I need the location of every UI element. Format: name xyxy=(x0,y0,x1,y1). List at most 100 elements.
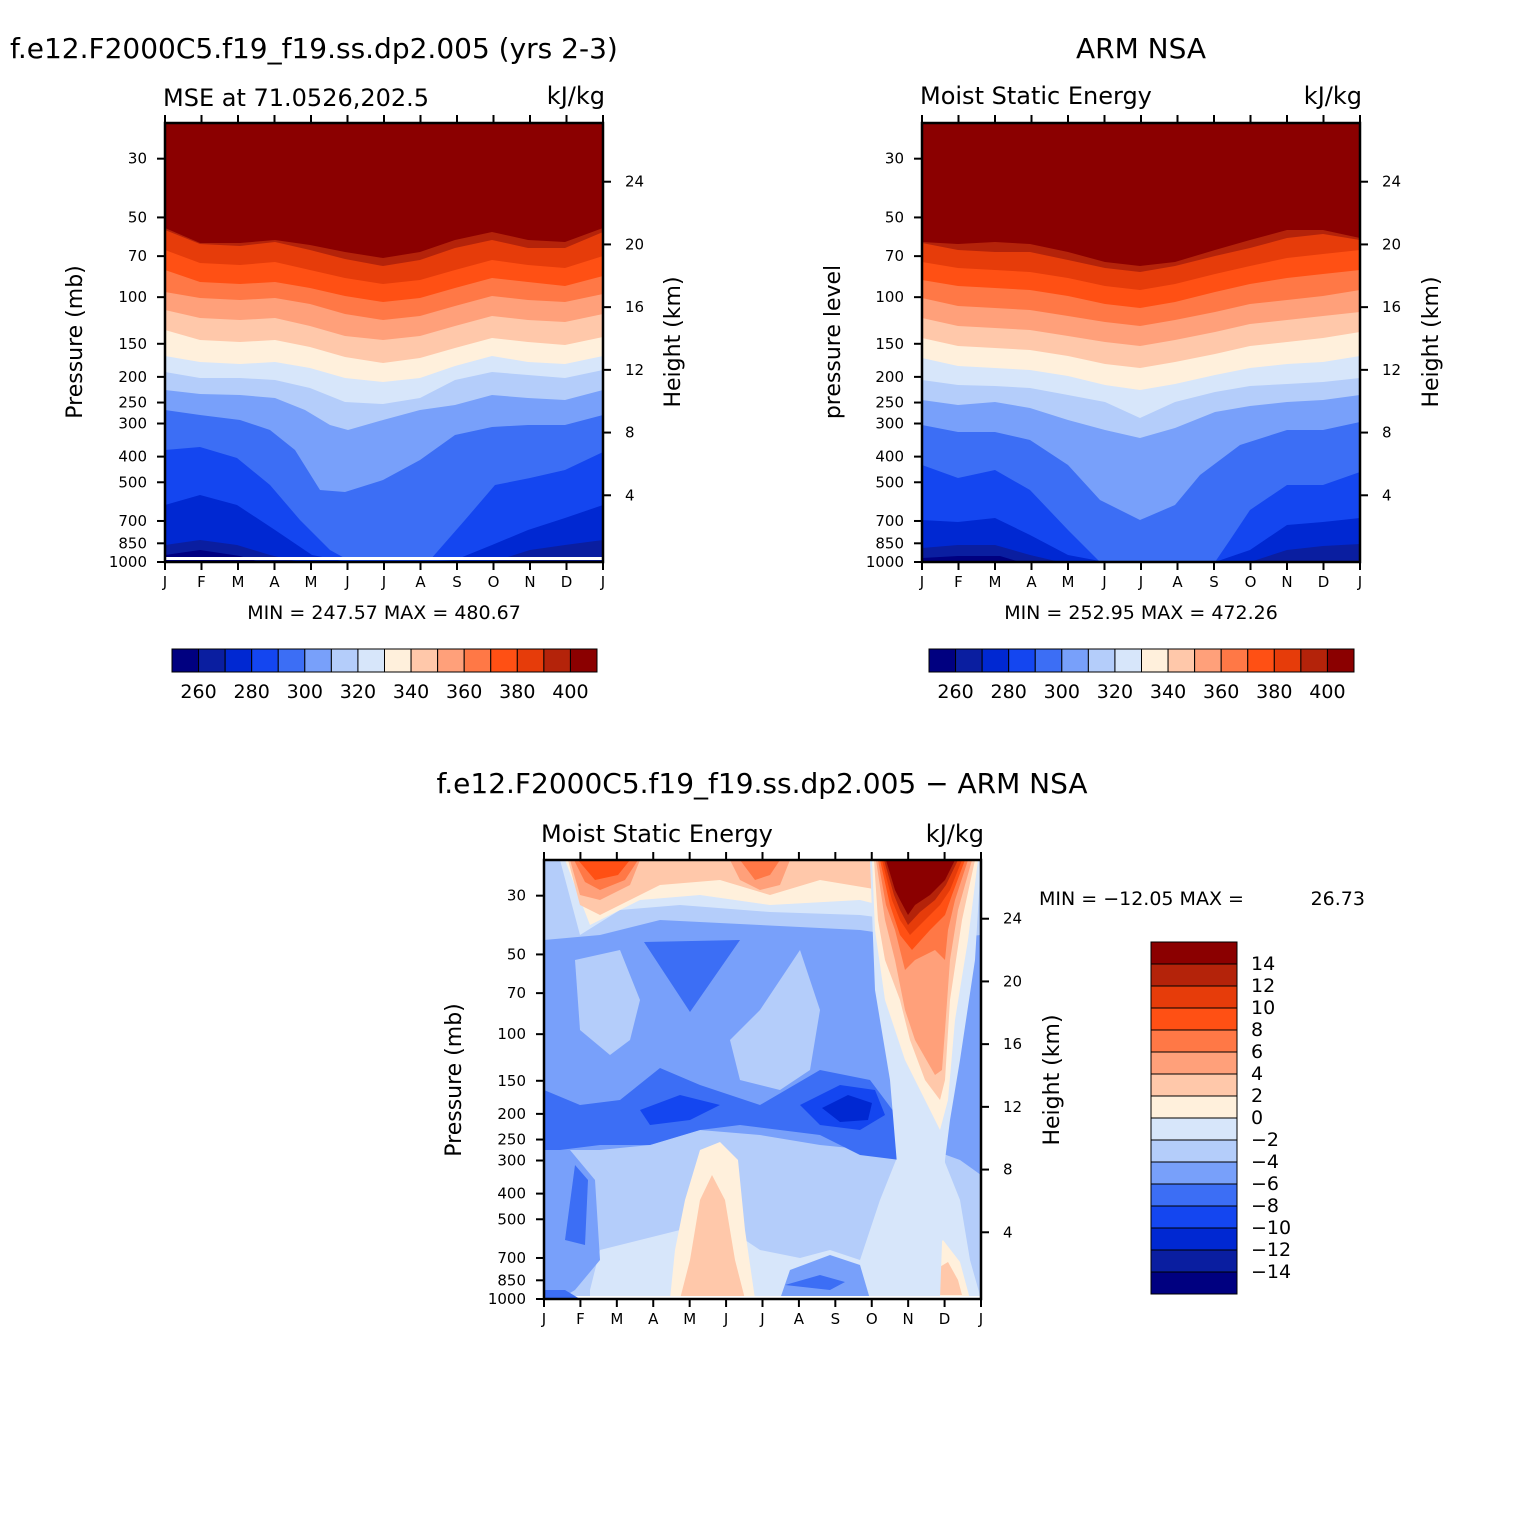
colorbar-label: 340 xyxy=(1150,681,1186,703)
y-tick-label: 500 xyxy=(497,1210,526,1228)
contour-band xyxy=(578,860,630,880)
x-tick-label: A xyxy=(1172,573,1183,591)
contour-band xyxy=(922,123,1360,266)
colorbar-box xyxy=(1150,1073,1238,1097)
panel-obs-title: ARM NSA xyxy=(1076,32,1206,65)
x-tick-label: J xyxy=(723,1310,728,1328)
panel-obs-subtitle: Moist Static Energy xyxy=(920,82,1152,110)
colorbar-box xyxy=(277,648,306,673)
x-tick-label: J xyxy=(1101,573,1106,591)
y-tick-label: 70 xyxy=(885,247,904,265)
colorbar-label: 280 xyxy=(991,681,1027,703)
contour-band xyxy=(165,123,603,258)
colorbar-label: 12 xyxy=(1251,975,1275,997)
colorbar-label: 380 xyxy=(1256,681,1292,703)
colorbar-box xyxy=(1247,648,1275,673)
y-tick-label: 400 xyxy=(497,1185,526,1203)
y-tick-label: 250 xyxy=(875,394,904,412)
y2-tick-label: 24 xyxy=(625,173,644,191)
panel-model-title: f.e12.F2000C5.f19_f19.ss.dp2.005 (yrs 2-… xyxy=(10,32,618,65)
x-tick-label: O xyxy=(1245,573,1257,591)
colorbar-label: 320 xyxy=(1097,681,1133,703)
panel-obs-colorbar: 260 280 300 320 340 360 380 400 xyxy=(928,648,1355,703)
colorbar-box xyxy=(410,648,439,673)
colorbar-box xyxy=(1150,1051,1238,1075)
colorbar-box xyxy=(955,648,983,673)
x-tick-label: J xyxy=(381,573,386,591)
contour-band xyxy=(886,860,955,915)
colorbar-box xyxy=(516,648,545,673)
x-tick-label: A xyxy=(1026,573,1037,591)
panel-diff-units: kJ/kg xyxy=(926,820,984,848)
colorbar-label: 260 xyxy=(937,681,973,703)
x-tick-label: J xyxy=(919,573,924,591)
x-tick-label: S xyxy=(1209,573,1219,591)
colorbar-label: −6 xyxy=(1251,1173,1279,1195)
x-tick-label: M xyxy=(610,1310,623,1328)
colorbar-label: 300 xyxy=(287,681,323,703)
y-tick-label: 700 xyxy=(118,512,147,530)
contour-band xyxy=(544,1290,580,1299)
y-tick-label: 50 xyxy=(885,208,904,226)
x-tick-label: J xyxy=(541,1310,546,1328)
x-tick-label: M xyxy=(1062,573,1075,591)
colorbar-box xyxy=(1167,648,1196,673)
colorbar-box xyxy=(224,648,253,673)
y-tick-label: 850 xyxy=(118,534,147,552)
colorbar-label: 320 xyxy=(340,681,376,703)
panel-obs-contours xyxy=(922,123,1360,562)
colorbar-box xyxy=(1150,1117,1238,1141)
panel-model-subtitle: MSE at 71.0526,202.5 xyxy=(163,84,429,112)
colorbar-label: −4 xyxy=(1251,1151,1279,1173)
contour-band xyxy=(822,1095,872,1122)
colorbar-box xyxy=(1061,648,1089,673)
x-tick-label: A xyxy=(648,1310,659,1328)
colorbar-box xyxy=(1150,1227,1238,1251)
colorbar-label: 10 xyxy=(1251,997,1275,1019)
panel-diff: f.e12.F2000C5.f19_f19.ss.dp2.005 − ARM N… xyxy=(436,767,1365,1328)
y-tick-label: 100 xyxy=(118,288,147,306)
colorbar-label: −8 xyxy=(1251,1195,1279,1217)
contour-band xyxy=(544,1068,900,1160)
contour-band xyxy=(1250,544,1360,562)
colorbar-box xyxy=(1141,648,1169,673)
colorbar-label: −12 xyxy=(1251,1239,1291,1261)
colorbar-box xyxy=(1150,1007,1238,1031)
colorbar-box xyxy=(1034,648,1063,673)
colorbar-label: 360 xyxy=(446,681,482,703)
x-tick-label: F xyxy=(576,1310,585,1328)
contour-band xyxy=(565,1165,588,1245)
contour-band xyxy=(492,540,603,562)
colorbar-label: 4 xyxy=(1251,1063,1263,1085)
y-tick-label: 200 xyxy=(118,368,147,386)
colorbar-box xyxy=(357,648,385,673)
y2-tick-label: 4 xyxy=(1003,1223,1013,1241)
x-tick-label: J xyxy=(600,573,605,591)
y2-tick-label: 16 xyxy=(1382,298,1401,316)
contour-band xyxy=(644,940,740,1012)
contour-band xyxy=(575,950,640,1055)
x-tick-label: J xyxy=(344,573,349,591)
colorbar-box xyxy=(1326,648,1355,673)
colorbar-label: 380 xyxy=(499,681,535,703)
x-tick-label: M xyxy=(989,573,1002,591)
y-tick-label: 30 xyxy=(885,150,904,168)
x-tick-label: D xyxy=(1318,573,1330,591)
panel-model-contours xyxy=(165,123,603,562)
panel-diff-subtitle: Moist Static Energy xyxy=(541,820,773,848)
colorbar-box xyxy=(1150,1095,1238,1119)
colorbar-label: −10 xyxy=(1251,1217,1291,1239)
y-tick-label: 30 xyxy=(507,887,526,905)
y2-tick-label: 4 xyxy=(1382,486,1392,504)
y2-tick-label: 8 xyxy=(1003,1161,1013,1179)
colorbar-box xyxy=(251,648,279,673)
panel-diff-minmax-value: 26.73 xyxy=(1311,888,1365,910)
colorbar-box xyxy=(1008,648,1036,673)
y2-tick-label: 20 xyxy=(1382,235,1401,253)
panel-model-y2label: Height (km) xyxy=(661,276,686,407)
y-tick-label: 700 xyxy=(497,1249,526,1267)
x-tick-label: J xyxy=(759,1310,764,1328)
panel-model-units: kJ/kg xyxy=(547,82,605,110)
y-tick-label: 150 xyxy=(497,1072,526,1090)
